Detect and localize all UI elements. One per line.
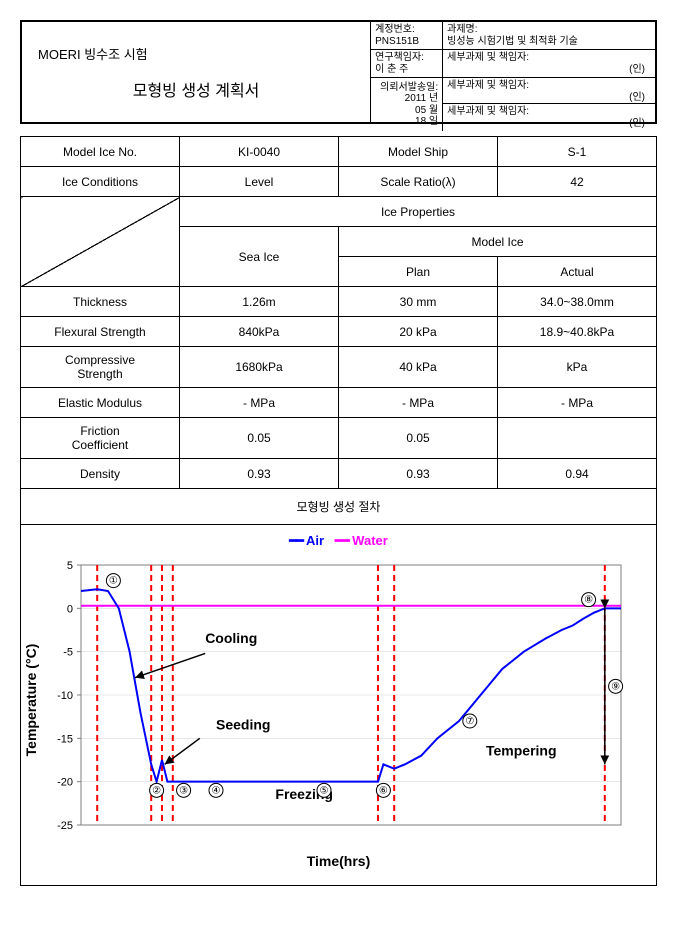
- chart-container: ━━ Air ━━ Water Temperature (°C) -25 -20 -…: [20, 525, 657, 886]
- svg-text:Tempering: Tempering: [486, 743, 557, 759]
- cell-value: 0.94: [498, 459, 657, 489]
- svg-text:-10: -10: [57, 690, 73, 702]
- table-row: Friction Coefficient0.050.05: [21, 418, 657, 459]
- cell-value: KI-0040: [180, 137, 339, 167]
- property-name: Thickness: [21, 287, 180, 317]
- cell-label: Scale Ratio(λ): [339, 167, 498, 197]
- cell-value: 1680kPa: [180, 347, 339, 388]
- org-name: MOERI 빙수조 시험: [38, 44, 354, 63]
- table-row: Thickness1.26m30 mm34.0~38.0mm: [21, 287, 657, 317]
- diagonal-cell: [21, 197, 180, 287]
- svg-text:②: ②: [152, 785, 161, 796]
- svg-text:④: ④: [212, 785, 221, 796]
- cell-value: 0.93: [339, 459, 498, 489]
- table-row: Compressive Strength1680kPa40 kPakPa: [21, 347, 657, 388]
- cell-value: 18.9~40.8kPa: [498, 317, 657, 347]
- seal-mark: (인): [447, 92, 651, 104]
- cell-value: 20 kPa: [339, 317, 498, 347]
- cell-value: - MPa: [339, 388, 498, 418]
- cell-value: 30 mm: [339, 287, 498, 317]
- group-header: Ice Properties: [180, 197, 657, 227]
- cell-label: Ice Conditions: [21, 167, 180, 197]
- svg-text:⑨: ⑨: [611, 681, 620, 692]
- y-axis-label: Temperature (°C): [23, 644, 39, 757]
- table-row: Ice Conditions Level Scale Ratio(λ) 42: [21, 167, 657, 197]
- svg-text:Cooling: Cooling: [205, 630, 257, 646]
- cell-value: 40 kPa: [339, 347, 498, 388]
- header-left: MOERI 빙수조 시험 모형빙 생성 계획서: [22, 22, 370, 122]
- meta-value: 세부과제 및 책임자: (인): [443, 50, 655, 77]
- cell-value: 0.93: [180, 459, 339, 489]
- legend-label-air: Air: [306, 533, 324, 548]
- svg-text:-5: -5: [63, 647, 73, 659]
- svg-text:①: ①: [109, 576, 118, 587]
- document-header: MOERI 빙수조 시험 모형빙 생성 계획서 계정번호: PNS151B 과제…: [20, 20, 657, 124]
- meta-label: 연구책임자: 이 춘 주: [371, 50, 443, 77]
- property-name: Elastic Modulus: [21, 388, 180, 418]
- meta-row: 연구책임자: 이 춘 주 세부과제 및 책임자: (인): [371, 49, 655, 77]
- svg-text:5: 5: [67, 560, 73, 572]
- cell-value: 840kPa: [180, 317, 339, 347]
- svg-text:Seeding: Seeding: [216, 717, 270, 733]
- header-right: 계정번호: PNS151B 과제명: 빙성능 시험기법 및 최적화 기술 연구책…: [370, 22, 655, 122]
- svg-text:-15: -15: [57, 733, 73, 745]
- table-row: Flexural Strength840kPa20 kPa18.9~40.8kP…: [21, 317, 657, 347]
- cell-value: 0.05: [180, 418, 339, 459]
- meta-row: 계정번호: PNS151B 과제명: 빙성능 시험기법 및 최적화 기술: [371, 22, 655, 49]
- table-row: Model Ice No. KI-0040 Model Ship S-1: [21, 137, 657, 167]
- table-row: Elastic Modulus- MPa- MPa- MPa: [21, 388, 657, 418]
- cell-value: 0.05: [339, 418, 498, 459]
- x-axis-label: Time(hrs): [41, 853, 636, 869]
- col-header: Actual: [498, 257, 657, 287]
- table-row: 모형빙 생성 절차: [21, 489, 657, 525]
- cell-value: S-1: [498, 137, 657, 167]
- svg-text:⑦: ⑦: [465, 716, 474, 727]
- svg-text:⑥: ⑥: [379, 785, 388, 796]
- svg-text:-20: -20: [57, 777, 73, 789]
- section-title: 모형빙 생성 절차: [21, 489, 657, 525]
- property-name: Density: [21, 459, 180, 489]
- cell-value: 42: [498, 167, 657, 197]
- svg-text:0: 0: [67, 603, 73, 615]
- meta-label: 계정번호: PNS151B: [371, 22, 443, 49]
- cell-value: - MPa: [498, 388, 657, 418]
- chart-plot: Temperature (°C) -25-20-15-10-505Cooling…: [41, 555, 636, 845]
- meta-row: 의뢰서발송일: 2011 년 05 월 18 일 세부과제 및 책임자:(인) …: [371, 77, 655, 131]
- seal-mark: (인): [447, 64, 651, 76]
- cell-label: Model Ship: [339, 137, 498, 167]
- property-name: Compressive Strength: [21, 347, 180, 388]
- cell-value: - MPa: [180, 388, 339, 418]
- cell-value: 1.26m: [180, 287, 339, 317]
- property-name: Flexural Strength: [21, 317, 180, 347]
- svg-text:-25: -25: [57, 820, 73, 832]
- svg-text:⑧: ⑧: [584, 595, 593, 606]
- cell-value: 34.0~38.0mm: [498, 287, 657, 317]
- seal-mark: (인): [447, 118, 651, 130]
- legend-swatch-air: ━━: [289, 533, 303, 548]
- property-name: Friction Coefficient: [21, 418, 180, 459]
- meta-value: 과제명: 빙성능 시험기법 및 최적화 기술: [443, 22, 655, 49]
- svg-text:③: ③: [179, 785, 188, 796]
- cell-value: Level: [180, 167, 339, 197]
- col-header: Plan: [339, 257, 498, 287]
- col-header: Sea Ice: [180, 227, 339, 287]
- table-row: Density0.930.930.94: [21, 459, 657, 489]
- svg-text:⑤: ⑤: [320, 785, 329, 796]
- legend-swatch-water: ━━: [335, 533, 349, 548]
- legend-label-water: Water: [352, 533, 388, 548]
- col-header: Model Ice: [339, 227, 657, 257]
- chart-legend: ━━ Air ━━ Water: [41, 533, 636, 549]
- table-row: Ice Properties: [21, 197, 657, 227]
- cell-label: Model Ice No.: [21, 137, 180, 167]
- meta-label: 의뢰서발송일: 2011 년 05 월 18 일: [371, 78, 443, 131]
- chart-svg: -25-20-15-10-505CoolingSeedingFreezingTe…: [41, 555, 631, 845]
- meta-value: 세부과제 및 책임자:(인) 세부과제 및 책임자:(인): [443, 78, 655, 131]
- cell-value: kPa: [498, 347, 657, 388]
- doc-title: 모형빙 생성 계획서: [38, 77, 354, 101]
- data-table: Model Ice No. KI-0040 Model Ship S-1 Ice…: [20, 136, 657, 525]
- cell-value: [498, 418, 657, 459]
